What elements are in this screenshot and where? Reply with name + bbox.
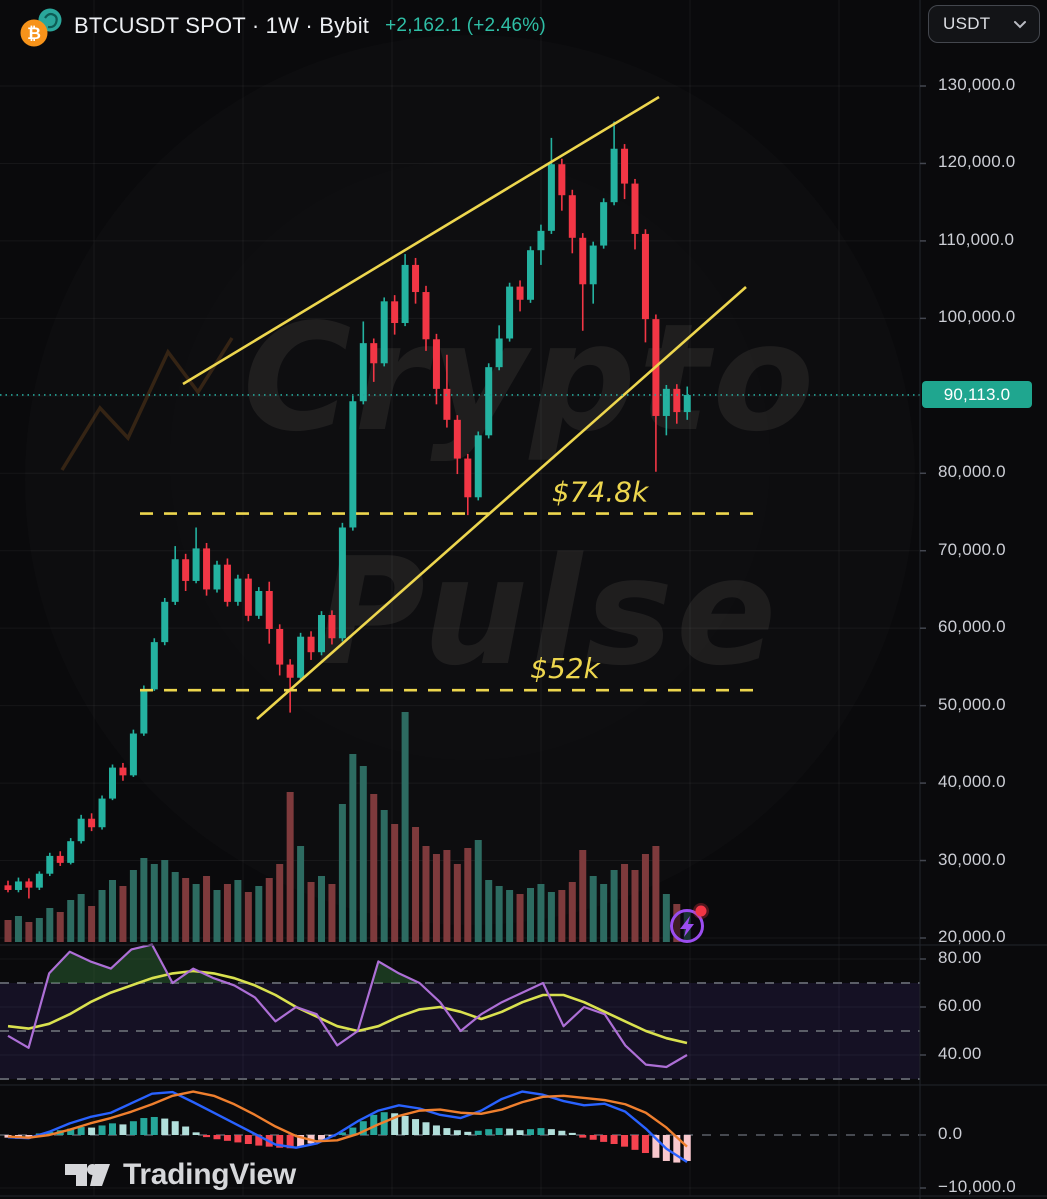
current-price-label: 90,113.0 [943, 384, 1011, 404]
price-tick-label: 120,000.0 [938, 152, 1016, 172]
rsi-tick-label: 60.00 [938, 996, 982, 1015]
price-tick-label: 100,000.0 [938, 307, 1016, 327]
svg-text:₿: ₿ [27, 24, 41, 44]
macd-line [7, 1090, 688, 1164]
price-tick-label: 80,000.0 [938, 462, 1006, 482]
price-scale[interactable]: 90,113.0 130,000.0 120,000.0 110,000.0 100,… [920, 0, 1047, 1199]
macd-histogram [4, 1112, 691, 1163]
price-tick-label: 30,000.0 [938, 849, 1006, 869]
price-tick-label: 70,000.0 [938, 539, 1006, 559]
symbol-icons: ₿ [20, 8, 62, 47]
currency-value: USDT [943, 14, 991, 33]
macd-tick-label: 0.0 [938, 1124, 963, 1143]
price-tick-label: 20,000.0 [938, 927, 1006, 946]
alert-dot [695, 905, 707, 917]
tradingview-logo[interactable]: TradingView [64, 1158, 296, 1192]
volume-bars [4, 712, 691, 942]
rsi-overbought-fill [172, 968, 228, 983]
chevron-down-icon [1014, 20, 1026, 28]
symbol-header[interactable]: ₿ BTCUSDT SPOT · 1W · Bybit +2,162.1 (+2… [10, 6, 546, 47]
rsi-line [7, 943, 688, 1069]
symbol-title[interactable]: BTCUSDT SPOT · 1W · Bybit [74, 13, 370, 38]
lightning-sticker [670, 903, 709, 943]
trendline-lower-channel[interactable] [256, 286, 747, 720]
macd-signal-line [7, 1090, 688, 1148]
support-level-label: $74.8k [552, 476, 650, 509]
watermark-logo-sketch [60, 337, 234, 471]
price-tick-label: 130,000.0 [938, 75, 1016, 94]
rsi-overbought-fill [46, 944, 173, 983]
tradingview-icon [65, 1163, 110, 1186]
tradingview-label: TradingView [123, 1158, 296, 1191]
lightning-icon [680, 916, 694, 937]
support-level-label: $52k [530, 652, 601, 685]
price-tick-label: 60,000.0 [938, 617, 1006, 637]
current-price-badge: 90,113.0 [922, 381, 1032, 409]
price-tick-label: 40,000.0 [938, 772, 1006, 792]
price-change: +2,162.1 (+2.46%) [385, 15, 546, 36]
trendline-upper-channel[interactable] [182, 95, 660, 386]
rsi-ma-line [7, 969, 688, 1045]
rsi-tick-label: 40.00 [938, 1044, 982, 1063]
bitcoin-icon [20, 19, 48, 47]
macd-tick-label: −10,000.0 [938, 1177, 1016, 1196]
price-tick-label: 110,000.0 [938, 229, 1015, 249]
rsi-tick-label: 80.00 [938, 948, 982, 967]
currency-selector[interactable]: USDT [928, 5, 1040, 43]
price-tick-label: 50,000.0 [938, 694, 1006, 714]
